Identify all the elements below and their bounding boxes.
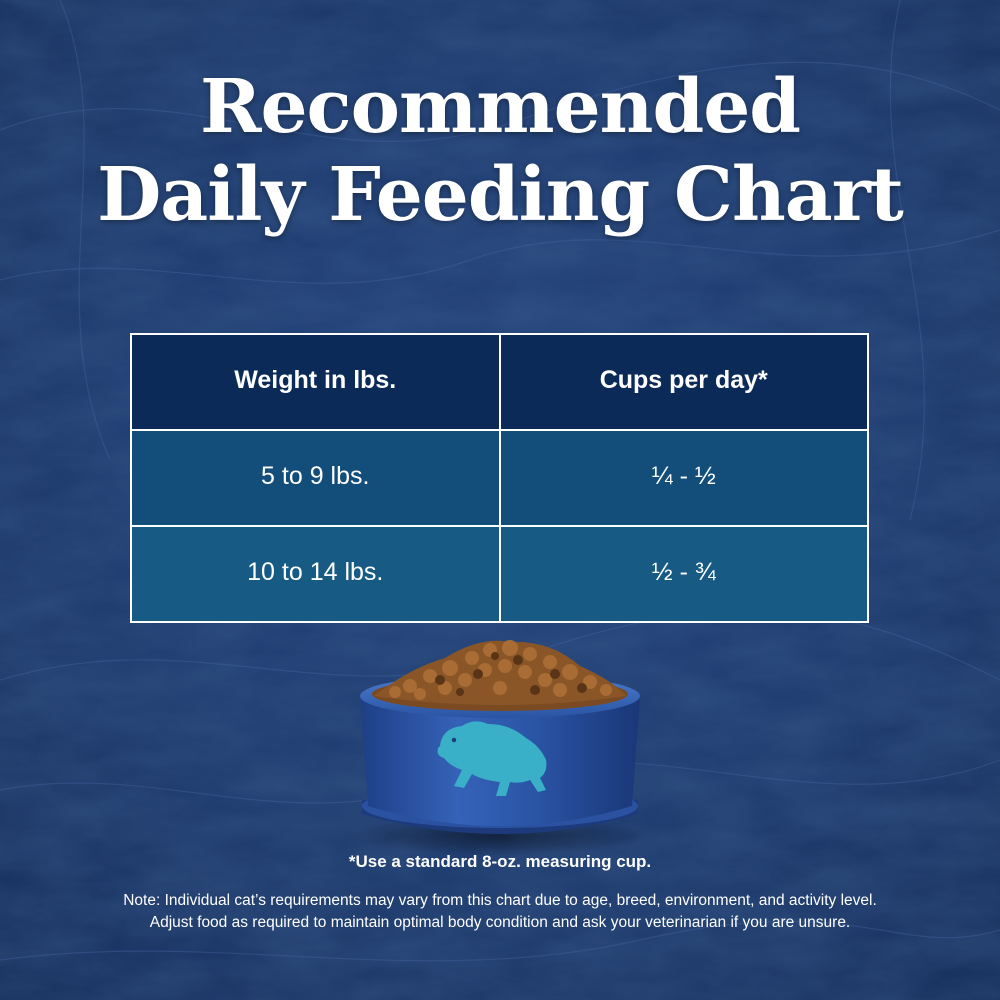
title-line-2: Daily Feeding Chart: [97, 152, 904, 238]
header-weight: Weight in lbs.: [130, 333, 501, 431]
title-line-1: Recommended: [199, 64, 801, 150]
note-line-2: Adjust food as required to maintain opti…: [149, 914, 851, 931]
header-cups: Cups per day*: [498, 333, 869, 431]
note-line-1: Note: Individual cat’s requirements may …: [123, 892, 877, 909]
weight-cell: 10 to 14 lbs.: [130, 525, 501, 623]
page-title: Recommended Daily Feeding Chart: [0, 70, 1000, 246]
cups-value: ¼ - ½: [651, 461, 716, 490]
measuring-cup-footnote: *Use a standard 8-oz. measuring cup.: [348, 852, 652, 871]
table-row: 5 to 9 lbs. ¼ - ½: [130, 429, 869, 527]
weight-cell: 5 to 9 lbs.: [130, 429, 501, 527]
cups-cell: ½ - ¾: [498, 525, 869, 623]
header-cups-label: Cups per day*: [599, 365, 768, 394]
cups-value: ½ - ¾: [651, 557, 716, 586]
kibble-pile: [374, 640, 626, 705]
header-weight-label: Weight in lbs.: [234, 365, 397, 394]
bison-logo-icon: [437, 721, 547, 796]
table-header-row: Weight in lbs. Cups per day*: [130, 333, 869, 431]
feeding-table: Weight in lbs. Cups per day* 5 to 9 lbs.…: [130, 333, 869, 623]
disclaimer-note: Note: Individual cat’s requirements may …: [60, 890, 940, 934]
food-bowl-image: [350, 640, 648, 856]
weight-value: 10 to 14 lbs.: [247, 557, 384, 586]
table-row: 10 to 14 lbs. ½ - ¾: [130, 525, 869, 623]
cups-cell: ¼ - ½: [498, 429, 869, 527]
weight-value: 5 to 9 lbs.: [261, 461, 370, 490]
